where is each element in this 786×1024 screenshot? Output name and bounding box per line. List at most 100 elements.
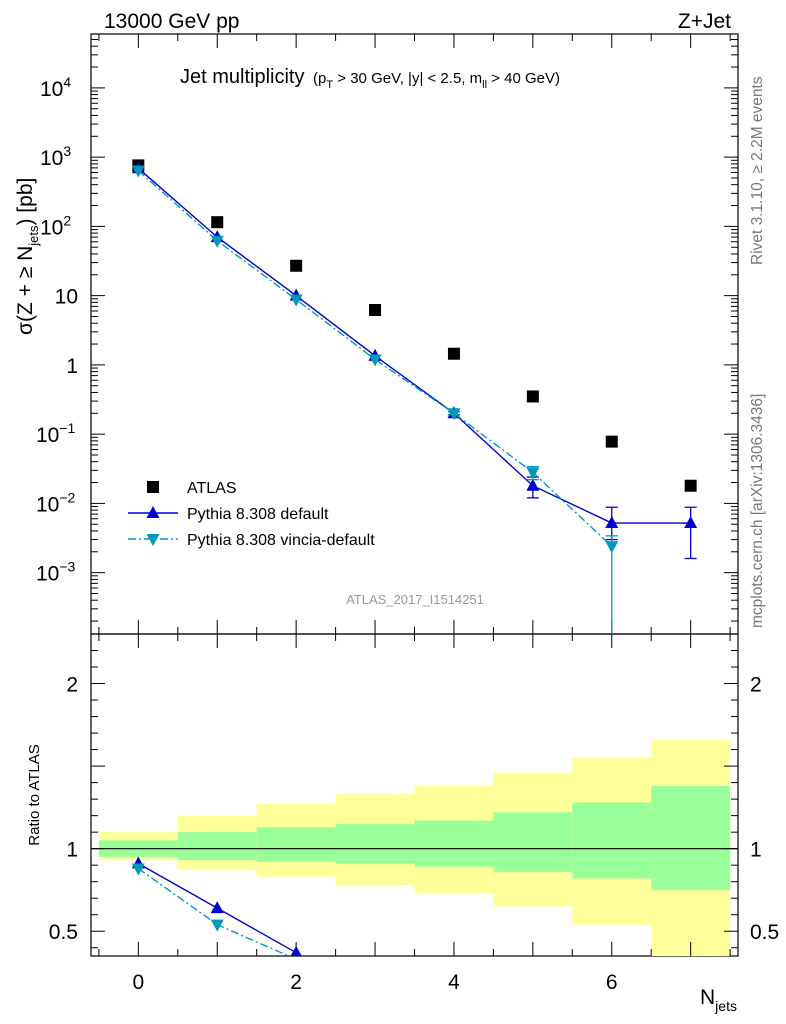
data-point [605, 516, 619, 529]
ratio-axis-ticks: 0 2 4 6 0.5 0.5 1 1 2 2 [49, 634, 779, 994]
series-square [132, 159, 697, 492]
y-tick-exponent: −2 [59, 489, 75, 505]
ratio-point [290, 945, 302, 956]
ratio-y-tick-label-right: 0.5 [750, 921, 779, 944]
main-title: Jet multiplicity (pT > 30 GeV, |y| < 2.5… [180, 66, 560, 91]
inner-band-bin [256, 827, 336, 862]
data-point [289, 294, 303, 307]
ratio-uncertainty-bands [91, 739, 738, 956]
legend-entry: Pythia 8.308 default [128, 506, 329, 523]
legend-marker [146, 534, 160, 546]
inner-band-bin [493, 812, 573, 872]
inner-band-bin [572, 802, 652, 879]
inner-band-bin [335, 823, 415, 864]
series-line [137, 167, 691, 524]
title-cuts-part: ll [482, 79, 487, 91]
data-point [684, 479, 697, 492]
title-cuts: (pT > 30 GeV, |y| < 2.5, mll > 40 GeV) [313, 70, 560, 91]
y-tick-exponent: −3 [59, 559, 75, 575]
mcplots-label: mcplots.cern.ch [arXiv:1306.3436] [749, 394, 766, 628]
main-series [131, 159, 698, 634]
ratio-series-triangle-down [131, 863, 291, 956]
ratio-point [210, 919, 224, 932]
y-title-part: ) [pb] [14, 178, 37, 226]
data-point [605, 541, 619, 554]
x-title-part: jets [714, 998, 737, 1014]
ratio-y-tick-label-right: 1 [750, 839, 762, 862]
legend: ATLAS Pythia 8.308 default Pythia 8.308 vi… [128, 480, 375, 549]
legend-entry: ATLAS [147, 480, 237, 497]
ratio-y-tick-label: 1 [66, 839, 78, 862]
x-tick-label: 4 [448, 971, 460, 994]
ratio-point [210, 901, 224, 914]
x-axis-title-text: Njets [700, 986, 737, 1014]
y-tick-label: 10−3 [36, 559, 76, 586]
y-tick-label: 103 [40, 143, 71, 170]
y-tick-label: 10−1 [36, 420, 76, 447]
data-point [131, 165, 145, 178]
rivet-version-label: Rivet 3.1.10, ≥ 2.2M events [749, 76, 766, 265]
watermark: ATLAS_2017_I1514251 [346, 592, 484, 607]
ratio-y-tick-label: 0.5 [49, 921, 78, 944]
data-point [526, 390, 539, 403]
y-tick-mantissa: 10 [40, 78, 63, 101]
y-tick-exponent: 4 [63, 74, 71, 90]
svg-text:Jet multiplicity (pT > 3: Jet multiplicity (pT > 30 GeV, |y| < 2.5… [180, 66, 560, 91]
legend-entry: Pythia 8.308 vincia-default [128, 532, 375, 549]
x-tick-label: 0 [132, 971, 144, 994]
x-title-part: N [700, 986, 715, 1009]
title-cuts-part: > 40 GeV) [487, 70, 560, 87]
y-tick-label: 10 [55, 286, 78, 309]
data-point [605, 435, 618, 448]
legend-label: Pythia 8.308 default [187, 506, 329, 523]
inner-band-bin [177, 832, 257, 861]
y-tick-label: 104 [40, 74, 71, 101]
y-tick-mantissa: 10 [36, 563, 59, 586]
y-tick-exponent: −1 [59, 420, 75, 436]
y-axis-title: σ(Z + ≥ Njets) [pb] [14, 178, 41, 335]
title-cuts-part: T [326, 79, 333, 91]
legend-marker [147, 481, 159, 493]
y-axis-title-text: σ(Z + ≥ Njets) [pb] [14, 178, 41, 335]
series-triangle-down [131, 165, 619, 634]
data-point [368, 354, 382, 367]
data-point [447, 408, 461, 421]
y-tick-mantissa: 10 [36, 493, 59, 516]
title-cuts-part: (p [313, 70, 326, 87]
x-axis-title: Njets [700, 986, 737, 1014]
data-point [369, 304, 382, 317]
data-point [211, 216, 224, 229]
y-tick-exponent: 3 [63, 143, 71, 159]
ratio-point [131, 863, 145, 876]
ratio-y-tick-label: 2 [66, 674, 78, 697]
y-tick-mantissa: 10 [40, 216, 63, 239]
title-main: Jet multiplicity [180, 66, 304, 88]
legend-label: ATLAS [187, 480, 237, 497]
y-tick-mantissa: 10 [40, 147, 63, 170]
data-point [684, 516, 698, 529]
y-tick-label: 10−2 [36, 489, 76, 516]
y-tick-label: 1 [66, 355, 78, 378]
ratio-y-title: Ratio to ATLAS [26, 744, 43, 845]
ratio-y-tick-label-right: 2 [750, 674, 762, 697]
legend-label: Pythia 8.308 vincia-default [187, 532, 375, 549]
ratio-series [131, 856, 302, 956]
header-right: Z+Jet [678, 10, 731, 33]
legend-marker [146, 506, 160, 518]
data-point [447, 347, 460, 360]
inner-band-bin [651, 785, 731, 890]
inner-band-bin [414, 820, 494, 867]
header-left: 13000 GeV pp [104, 10, 239, 33]
y-tick-mantissa: 10 [36, 424, 59, 447]
data-point [290, 259, 303, 272]
x-tick-label: 6 [606, 971, 618, 994]
y-tick-label: 102 [40, 212, 71, 239]
data-point [210, 235, 224, 248]
y-title-part: σ(Z + ≥ N [14, 246, 37, 335]
y-title-part: jets [26, 225, 41, 247]
y-tick-exponent: 2 [63, 212, 71, 228]
x-tick-label: 2 [290, 971, 302, 994]
data-point [526, 478, 540, 491]
